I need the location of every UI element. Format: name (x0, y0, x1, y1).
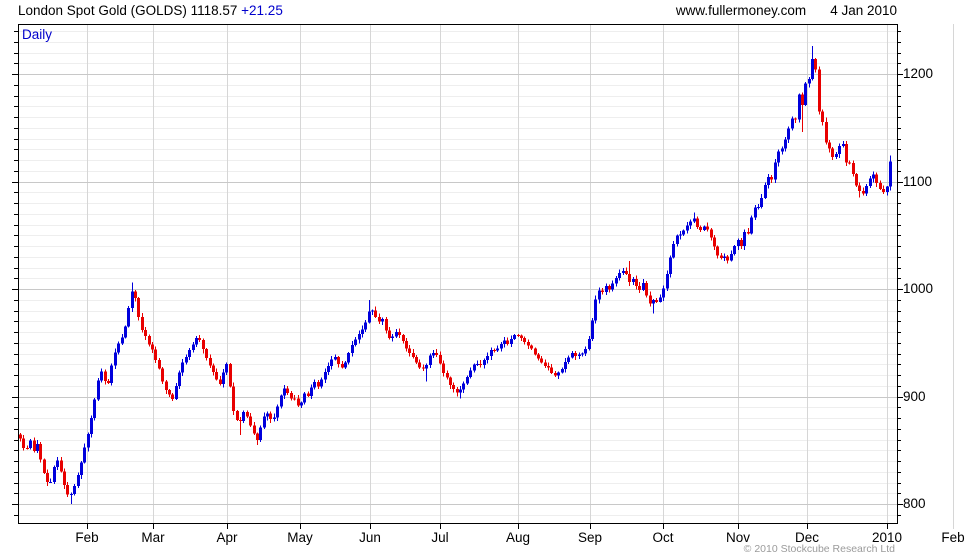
chart-header: London Spot Gold (GOLDS) 1118.57 +21.25 (18, 3, 283, 18)
website-url: www.fullermoney.com (675, 3, 807, 18)
instrument-name-and-price: London Spot Gold (GOLDS) 1118.57 (18, 3, 238, 18)
x-axis-label: Jul (431, 530, 449, 545)
y-axis-label: 1100 (903, 173, 933, 189)
x-axis-label: Jun (359, 530, 381, 545)
x-axis-label: Aug (505, 530, 531, 545)
x-axis-label: Feb (75, 530, 99, 545)
frequency-label: Daily (22, 27, 53, 42)
y-axis-label: 800 (903, 496, 926, 511)
price-change: +21.25 (241, 3, 283, 18)
chart-header-right: www.fullermoney.com 4 Jan 2010 (676, 3, 897, 18)
x-axis-label: Sep (577, 530, 603, 545)
y-axis-label: 1000 (903, 281, 934, 296)
copyright-note: © 2010 Stockcube Research Ltd (743, 543, 895, 555)
x-axis-label: May (287, 530, 313, 545)
y-axis-label: 900 (903, 388, 926, 404)
x-axis-label: Mar (141, 530, 165, 545)
x-axis-label: Dec (794, 530, 820, 545)
y-axis-label: 1200 (903, 66, 934, 81)
chart-date: 4 Jan 2010 (830, 3, 897, 18)
x-axis-label: Feb (941, 530, 965, 545)
x-axis-label: 2010 (871, 530, 903, 545)
x-axis-label: Oct (652, 530, 674, 545)
x-axis-label: Nov (725, 530, 751, 545)
x-axis-label: Apr (216, 530, 238, 545)
